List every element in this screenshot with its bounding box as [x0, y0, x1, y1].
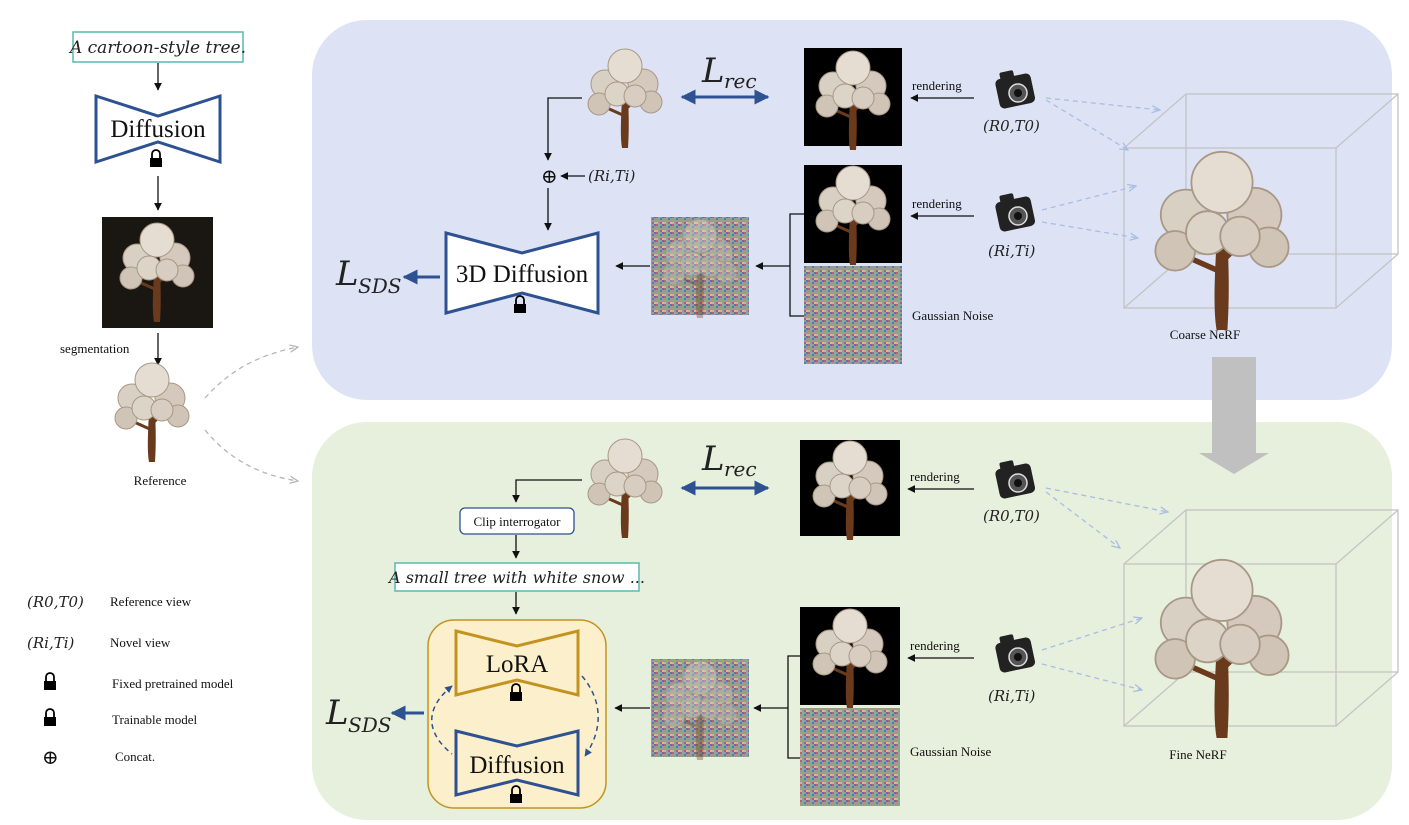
- coarse-cam-ray: [1041, 186, 1136, 211]
- arrow-ref-to-coarse: [204, 347, 298, 399]
- fine-dashed-lora-link-left: [431, 685, 453, 755]
- legend-r0t0: (R0,T0): [27, 593, 84, 611]
- fine-nerf-cube: [1123, 509, 1399, 727]
- reference-tree-icon: [113, 361, 191, 464]
- coarse-r0t0: (R0,T0): [983, 117, 1040, 135]
- coarse-cam-ray: [1045, 99, 1128, 150]
- legend-concat-symbol: ⊕: [42, 747, 59, 769]
- fixed-lock-icon: [43, 672, 57, 691]
- coarse-gaussian-noise-label: Gaussian Noise: [912, 308, 993, 323]
- fine-rendering-bottom: rendering: [910, 638, 960, 653]
- diffusion-left-label: Diffusion: [110, 116, 206, 143]
- trainable-lock-icon: [43, 708, 57, 727]
- fine-cam-ray: [1045, 487, 1168, 512]
- lora-model: [454, 629, 580, 697]
- diffusion-3d-model: [444, 231, 600, 315]
- fine-cam-ray: [1045, 491, 1120, 548]
- fine-lrec-sub: rec: [724, 457, 757, 481]
- fine-lsds-L: L: [325, 693, 349, 733]
- segmentation-label: segmentation: [60, 341, 130, 356]
- coarse-nerf-label: Coarse NeRF: [1170, 327, 1240, 342]
- coarse-cam-ray: [1041, 221, 1138, 238]
- fine-lsds-sub: SDS: [348, 713, 391, 737]
- caption-text: A small tree with white snow ...: [387, 568, 645, 587]
- coarse-gaussian-noise-image: [804, 266, 902, 364]
- legend-trainable-desc: Trainable model: [112, 712, 197, 727]
- fine-nerf-label: Fine NeRF: [1169, 747, 1226, 762]
- coarse-rendering-mid: rendering: [912, 196, 962, 211]
- legend-r0t0-desc: Reference view: [110, 594, 192, 609]
- lora-label: LoRA: [486, 651, 549, 678]
- legend-riti: (Ri,Ti): [27, 634, 75, 652]
- coarse-concat-pose: (Ri,Ti): [588, 167, 636, 185]
- coarse-lrec-sub: rec: [724, 69, 757, 93]
- legend-fixed-desc: Fixed pretrained model: [112, 676, 234, 691]
- diffusion-fine-label: Diffusion: [469, 752, 565, 779]
- coarse-lsds-L: L: [335, 254, 359, 294]
- clip-interrogator-label: Clip interrogator: [473, 514, 561, 529]
- lock-icon: [149, 149, 163, 168]
- prompt-text: A cartoon-style tree.: [68, 38, 246, 58]
- fine-riti: (Ri,Ti): [988, 687, 1036, 705]
- diffusion-3d-label: 3D Diffusion: [456, 261, 589, 288]
- arrow-ref-to-fine: [204, 429, 298, 481]
- diffusion-fine-model: [454, 729, 580, 797]
- coarse-riti-cam: (Ri,Ti): [988, 242, 1036, 260]
- prompt-box: [72, 31, 244, 63]
- legend-concat-desc: Concat.: [115, 749, 155, 764]
- fine-dashed-lora-link-right: [581, 675, 599, 757]
- fine-rendering-top: rendering: [910, 469, 960, 484]
- fine-gaussian-noise-label: Gaussian Noise: [910, 744, 991, 759]
- coarse-to-fine-arrow-head: [1199, 453, 1269, 474]
- fine-merge-bracket: [787, 655, 800, 759]
- clip-interrogator-box: [459, 507, 575, 535]
- fine-arrow-ref-to-clip: [512, 479, 582, 503]
- diffusion-model-left: [94, 93, 222, 165]
- coarse-lrec-L: L: [701, 51, 725, 91]
- caption-box: [394, 562, 640, 592]
- fine-r0t0: (R0,T0): [983, 507, 1040, 525]
- concat-symbol: ⊕: [541, 166, 558, 188]
- reference-label: Reference: [134, 473, 187, 488]
- coarse-to-fine-arrow-shaft: [1212, 357, 1256, 453]
- coarse-merge-bracket: [789, 213, 804, 317]
- legend-riti-desc: Novel view: [110, 635, 171, 650]
- coarse-rendering-top: rendering: [912, 78, 962, 93]
- coarse-nerf-cube: [1123, 93, 1399, 309]
- fine-lrec-L: L: [701, 439, 725, 479]
- coarse-arrow-ref-to-concat: [544, 97, 582, 161]
- coarse-lsds-sub: SDS: [358, 274, 401, 298]
- fine-gaussian-noise-image: [800, 708, 900, 806]
- coarse-cam-ray: [1045, 97, 1160, 110]
